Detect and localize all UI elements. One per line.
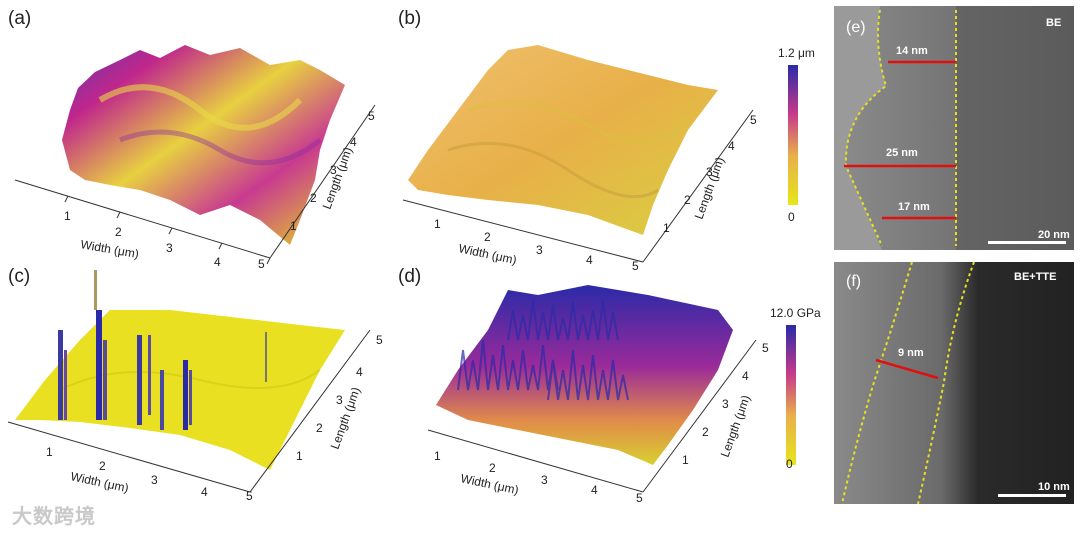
panel-d-xtick: 1 (434, 449, 441, 463)
panel-d-width-axis (427, 429, 644, 493)
panel-c-label: (c) (8, 266, 31, 287)
panel-a-ytick: 3 (330, 163, 337, 177)
panel-b-xtick: 2 (484, 230, 491, 244)
panel-c-xtick: 5 (246, 489, 253, 503)
panel-e-measure-3: 17 nm (898, 201, 930, 213)
panel-d-xtick: 3 (541, 473, 548, 487)
panel-c-length-ticks: 1 2 3 4 5 (296, 333, 383, 463)
panel-c-ytick: 1 (296, 449, 303, 463)
panel-a-length-axis (269, 104, 376, 259)
panel-d-xtick: 4 (591, 483, 598, 497)
panel-c-xtick: 1 (46, 445, 53, 459)
panel-e-tag: BE (1046, 17, 1061, 29)
panel-d-xtick: 5 (636, 491, 643, 505)
panel-b-plot: 1 2 3 4 5 1 2 3 4 5 Width (μm) Length (μ… (402, 45, 757, 270)
panel-a-label: (a) (8, 8, 32, 29)
panel-b-length-ticks: 1 2 3 4 5 (663, 113, 757, 235)
panel-d-length-axis (642, 339, 757, 493)
panel-a-ytick: 2 (310, 191, 317, 205)
panel-a-xlabel: Width (μm) (79, 237, 139, 261)
panel-d-ytick: 1 (682, 453, 689, 467)
panel-e-scalebar-label: 20 nm (1038, 229, 1070, 241)
panel-c-ytick: 4 (356, 365, 363, 379)
panel-c-xtick: 2 (99, 459, 106, 473)
panel-f-label: (f) (846, 273, 861, 290)
panel-b-length-axis (642, 109, 754, 263)
panel-c-spikes (58, 270, 267, 430)
panel-b-xtick: 3 (536, 243, 543, 257)
panel-b-width-ticks: 1 2 3 4 5 (434, 217, 639, 270)
panel-a-surface (62, 45, 345, 245)
panel-d-label: (d) (398, 266, 422, 287)
panel-f-boundary-inner (917, 262, 975, 504)
panel-d-width-ticks: 1 2 3 4 5 (434, 449, 643, 505)
height-colorbar-max: 1.2 μm (778, 46, 815, 60)
panel-e-tem: (e) BE 14 nm 25 nm 17 nm 20 nm (834, 6, 1074, 250)
panel-f-measure-1: 9 nm (898, 347, 924, 359)
panel-d-ytick: 2 (702, 425, 709, 439)
height-colorbar-min: 0 (788, 210, 795, 224)
panel-b-ytick: 4 (728, 139, 735, 153)
panel-b-label: (b) (398, 8, 422, 29)
panel-c-ytick: 5 (376, 333, 383, 347)
panel-d-ytick: 5 (762, 341, 769, 355)
panel-a-xtick: 4 (214, 255, 221, 269)
panel-b-ytick: 2 (684, 193, 691, 207)
panel-e-measure-1: 14 nm (896, 45, 928, 57)
panel-a-ytick: 1 (290, 219, 297, 233)
panel-a-plot: 1 2 3 4 5 1 2 3 4 5 Width (μm) Length (μ… (14, 45, 376, 270)
panel-c-xtick: 4 (201, 485, 208, 499)
panel-d-peaks (457, 299, 629, 401)
panel-c-width-ticks: 1 2 3 4 5 (46, 445, 253, 503)
panel-a-length-ticks: 1 2 3 4 5 (290, 109, 375, 233)
height-colorbar: 1.2 μm 0 (778, 46, 815, 224)
panel-b-xtick: 1 (434, 217, 441, 231)
panel-b-xtick: 4 (586, 253, 593, 267)
panel-b-ytick: 5 (750, 113, 757, 127)
panel-e-label: (e) (846, 19, 866, 36)
watermark: 大数跨境 (12, 506, 96, 528)
panel-f-scalebar-label: 10 nm (1038, 481, 1070, 493)
panel-b-width-axis (402, 199, 644, 263)
panel-a-xtick: 1 (64, 209, 71, 223)
panel-c-length-axis (249, 329, 371, 493)
panel-a-ytick: 4 (350, 135, 357, 149)
panel-b-surface (408, 45, 718, 235)
panel-a-width-axis (14, 179, 271, 259)
modulus-colorbar-max: 12.0 GPa (770, 306, 821, 320)
panel-c-ylabel: Length (μm) (328, 385, 363, 451)
panel-a-xtick: 2 (115, 225, 122, 239)
panel-f-tag: BE+TTE (1014, 271, 1056, 283)
panel-b-ytick: 3 (706, 165, 713, 179)
panel-d-plot: 1 2 3 4 5 1 2 3 4 5 Width (μm) Length (μ… (427, 285, 769, 505)
panel-f-boundary-outer (841, 262, 913, 504)
panel-d-ytick: 4 (742, 369, 749, 383)
panel-d-ytick: 3 (722, 397, 729, 411)
panel-c-xtick: 3 (151, 473, 158, 487)
modulus-colorbar-min: 0 (786, 457, 793, 471)
panel-c-plot: 1 2 3 4 5 1 2 3 4 5 Width (μm) Length (μ… (7, 270, 383, 503)
panel-a-xtick: 5 (258, 257, 265, 270)
panel-b-ytick: 1 (663, 221, 670, 235)
panel-a-ytick: 5 (368, 109, 375, 123)
panel-d-xlabel: Width (μm) (459, 471, 520, 497)
modulus-colorbar: 12.0 GPa 0 (770, 306, 821, 471)
panel-d-xtick: 2 (489, 461, 496, 475)
panel-f-tem: (f) BE+TTE 9 nm 10 nm (834, 262, 1074, 504)
panel-a-xtick: 3 (166, 241, 173, 255)
panel-d-length-ticks: 1 2 3 4 5 (682, 341, 769, 467)
panel-e-measure-2: 25 nm (886, 147, 918, 159)
panel-a-width-ticks: 1 2 3 4 5 (64, 195, 271, 270)
panel-e-boundary-outer (844, 9, 888, 247)
panel-c-xlabel: Width (μm) (69, 469, 130, 495)
panel-c-width-axis (7, 421, 251, 493)
panel-b-xlabel: Width (μm) (457, 241, 518, 267)
panel-c-ytick: 3 (336, 393, 343, 407)
panel-b-xtick: 5 (632, 259, 639, 270)
panel-c-ytick: 2 (316, 421, 323, 435)
